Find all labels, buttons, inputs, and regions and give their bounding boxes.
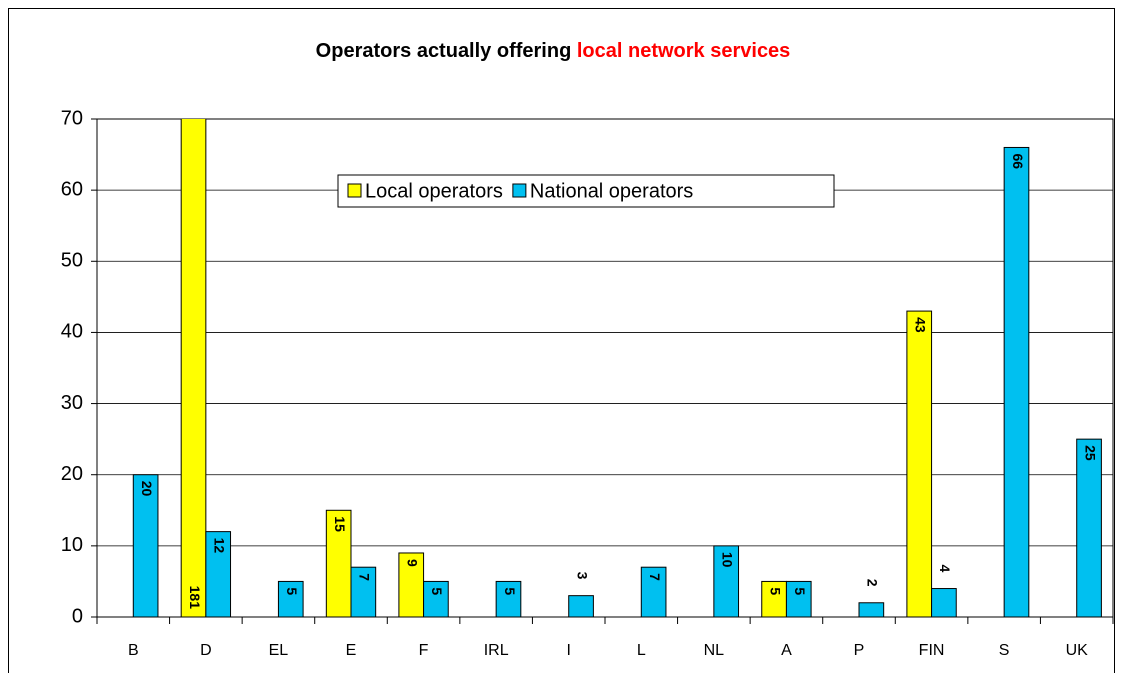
x-tick-label: F — [419, 642, 429, 659]
title-part: local network services — [577, 40, 790, 62]
data-label: 15 — [332, 516, 348, 532]
bar — [906, 310, 933, 617]
data-label: 10 — [719, 552, 735, 568]
bar — [785, 580, 812, 617]
data-label: 43 — [913, 317, 929, 333]
bar — [423, 580, 449, 617]
legend-label: Local operators — [365, 180, 503, 202]
data-label: 5 — [767, 587, 783, 595]
x-tick-label: EL — [269, 642, 289, 659]
y-tick-label: 10 — [61, 534, 83, 556]
data-label: 12 — [211, 538, 227, 554]
chart-title: Operators actually offering local networ… — [316, 40, 791, 62]
x-tick-label: L — [637, 642, 646, 659]
bar — [325, 509, 352, 617]
bar — [568, 595, 594, 617]
data-label: 181 — [187, 586, 203, 610]
x-tick-label: S — [999, 642, 1010, 659]
x-tick-label: E — [346, 642, 357, 659]
bar — [205, 531, 232, 617]
data-label: 5 — [429, 587, 445, 595]
x-tick-label: FIN — [919, 642, 945, 659]
data-label: 9 — [405, 559, 421, 567]
x-tick-label: NL — [704, 642, 725, 659]
bar — [350, 566, 377, 617]
legend-label: National operators — [530, 180, 693, 202]
data-label: 20 — [139, 481, 155, 497]
data-label: 4 — [937, 565, 953, 573]
bar — [640, 566, 667, 617]
data-label: 5 — [792, 587, 808, 595]
legend-swatch — [512, 183, 527, 198]
x-tick-label: P — [854, 642, 865, 659]
legend-swatch — [347, 183, 362, 198]
bar — [931, 588, 957, 617]
y-tick-label: 30 — [61, 392, 83, 414]
y-tick-label: 60 — [61, 178, 83, 200]
y-tick-label: 70 — [61, 107, 83, 129]
data-label: 2 — [865, 579, 881, 587]
bar — [1003, 146, 1030, 617]
bar — [713, 545, 740, 617]
data-label: 3 — [574, 572, 590, 580]
bar — [398, 552, 425, 617]
y-tick-label: 40 — [61, 321, 83, 343]
legend: Local operators National operators — [337, 174, 835, 208]
bar — [495, 580, 522, 617]
data-label: 5 — [284, 587, 300, 595]
data-label: 5 — [502, 587, 518, 595]
bar — [277, 580, 304, 617]
data-label: 7 — [357, 573, 373, 581]
bar — [1076, 438, 1102, 617]
x-tick-label: B — [128, 642, 139, 659]
x-tick-label: I — [566, 642, 570, 659]
title-part: Operators actually offering — [316, 40, 572, 62]
y-tick-label: 0 — [72, 605, 83, 627]
x-tick-label: UK — [1066, 642, 1089, 659]
bar — [132, 474, 159, 617]
y-tick-label: 50 — [61, 250, 83, 272]
bar — [858, 602, 885, 617]
y-tick-label: 20 — [61, 463, 83, 485]
bar — [180, 119, 207, 617]
x-tick-label: IRL — [484, 642, 509, 659]
x-tick-label: A — [781, 642, 792, 659]
data-label: 7 — [647, 573, 663, 581]
legend-frame — [337, 174, 835, 208]
x-tick-label: D — [200, 642, 212, 659]
data-label: 66 — [1010, 153, 1026, 169]
data-label: 25 — [1082, 445, 1098, 461]
